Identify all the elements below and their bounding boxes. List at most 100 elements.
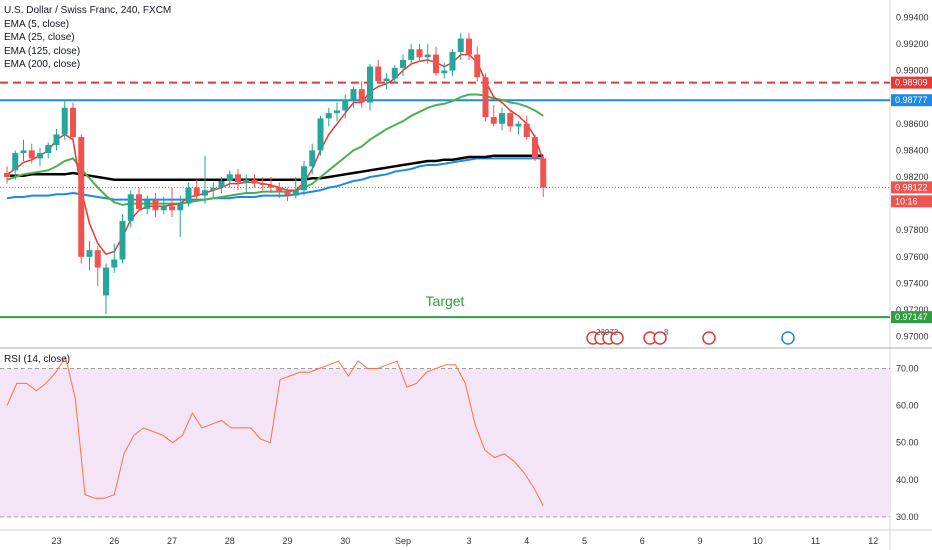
- target-price-tag: 0.97147: [895, 312, 928, 322]
- current-price-tag-bg: [891, 181, 932, 194]
- candle: [111, 243, 118, 273]
- price-axis[interactable]: 0.99400 0.99200 0.99000 0.98600 0.98400 0.982…: [891, 12, 932, 342]
- candle-body: [45, 145, 52, 154]
- resistance-price-tag: 0.98909: [895, 78, 928, 88]
- candle-body: [284, 191, 291, 196]
- time-tick-label: 23: [51, 536, 61, 546]
- candle-body: [210, 187, 217, 191]
- candle: [292, 176, 299, 199]
- resistance-price-tag-bg: [891, 76, 932, 89]
- legend-ema125: EMA (125, close): [4, 45, 81, 57]
- candle-body: [540, 158, 547, 188]
- candle: [383, 73, 390, 90]
- time-axis[interactable]: 23 26 27 28 29 30 Sep 3 4 5 6 9 10 11 12: [51, 536, 878, 546]
- countdown-tag-bg: [891, 195, 932, 208]
- rsi-axis: 70.00 60.00 50.00 40.00 30.00: [896, 364, 919, 522]
- candle-body: [169, 206, 175, 211]
- candle-body: [292, 190, 299, 196]
- candle: [70, 102, 76, 140]
- event-badges[interactable]: 23972 8: [586, 328, 795, 345]
- candle-body: [474, 54, 481, 78]
- event-badge-label: 8: [664, 328, 669, 337]
- candle-body: [218, 180, 225, 188]
- candle: [20, 139, 27, 162]
- candle: [259, 176, 266, 191]
- candle: [350, 86, 357, 108]
- candle-body: [243, 179, 250, 183]
- rsi-tick-label: 60.00: [896, 401, 919, 411]
- candle: [400, 54, 406, 76]
- candle: [12, 150, 19, 180]
- candle-body: [523, 123, 530, 138]
- price-tick-label: 0.97600: [896, 252, 929, 262]
- horizontal-levels: [0, 81, 890, 319]
- candle: [218, 176, 225, 193]
- candle: [507, 110, 514, 132]
- candle-body: [226, 174, 233, 181]
- chart-legend: U.S. Dollar / Swiss Franc, 240, FXCM EMA…: [4, 4, 171, 72]
- legend-ema5: EMA (5, close): [4, 18, 70, 30]
- candle-body: [235, 174, 241, 183]
- price-tick-label: 0.97200: [896, 305, 929, 315]
- candle: [342, 94, 349, 119]
- candle: [193, 179, 200, 200]
- time-tick-label: 9: [697, 536, 702, 546]
- time-tick-label: Sep: [395, 536, 411, 546]
- candle-body: [375, 66, 382, 82]
- candle-body: [391, 67, 398, 79]
- candle: [433, 46, 439, 76]
- event-badge-icon: [702, 331, 716, 345]
- price-tick-label: 0.97800: [896, 225, 929, 235]
- candle-body: [160, 206, 167, 211]
- candle: [177, 195, 184, 237]
- candle-body: [152, 199, 159, 211]
- candle: [301, 161, 307, 196]
- price-tick-label: 0.98600: [896, 119, 929, 129]
- candle-body: [144, 199, 151, 209]
- candle: [78, 134, 85, 264]
- candle: [202, 155, 208, 204]
- time-tick-label: 11: [811, 536, 820, 546]
- candle-body: [193, 187, 200, 196]
- price-tick-label: 0.99400: [896, 12, 929, 22]
- candle: [268, 176, 274, 193]
- rsi-tick-label: 70.00: [896, 364, 919, 374]
- candle: [441, 62, 448, 79]
- candle: [53, 129, 60, 151]
- candle: [499, 107, 505, 131]
- candle-body: [416, 49, 423, 58]
- candle-body: [202, 190, 208, 196]
- candle: [457, 33, 464, 60]
- price-tick-label: 0.99200: [896, 39, 929, 49]
- candle-body: [350, 89, 357, 100]
- candle: [391, 65, 398, 84]
- candle: [94, 246, 101, 287]
- candle-body: [507, 113, 514, 127]
- candle-body: [490, 117, 497, 124]
- current-price-tag: 0.98122: [895, 182, 928, 192]
- ema125-line: [6, 157, 544, 201]
- candle-body: [424, 54, 431, 58]
- candle: [226, 170, 233, 188]
- ema200-line: [7, 154, 544, 181]
- candle: [136, 187, 142, 212]
- candle-body: [532, 137, 538, 159]
- candle-body: [441, 70, 448, 74]
- candle-body: [457, 38, 464, 52]
- time-tick-label: 26: [109, 536, 119, 546]
- candle: [375, 59, 382, 84]
- candle: [515, 121, 522, 135]
- candle: [317, 115, 324, 156]
- candle: [169, 187, 175, 217]
- target-annotation: Target: [426, 293, 465, 309]
- price-tick-label: 0.98400: [896, 145, 929, 155]
- candle-body: [449, 51, 456, 71]
- candle-body: [94, 250, 101, 268]
- candle-body: [383, 78, 390, 82]
- candle-body: [358, 89, 365, 103]
- candle: [284, 187, 291, 201]
- candle-body: [127, 194, 134, 221]
- rsi-line: [6, 356, 544, 507]
- price-tick-label: 0.99000: [896, 66, 929, 76]
